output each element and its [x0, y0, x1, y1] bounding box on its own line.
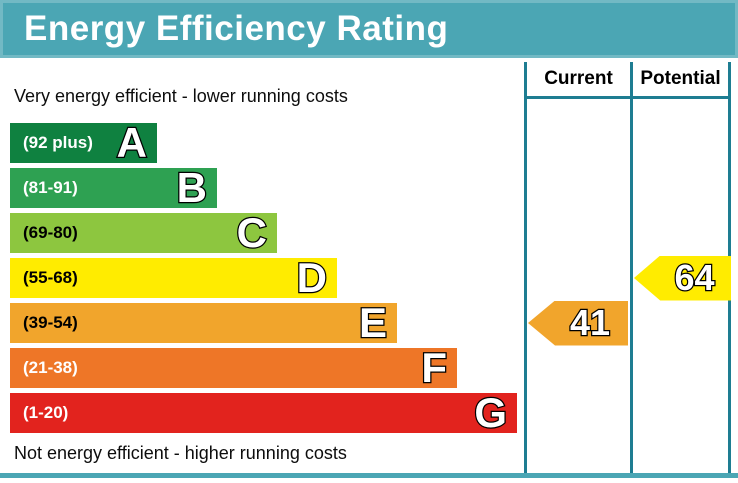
band-f: (21-38) F [10, 344, 457, 391]
current-rating-arrow: 41 [528, 300, 628, 346]
band-b-range: (81-91) [23, 178, 78, 197]
current-column-left-border [524, 62, 527, 478]
band-d-range: (55-68) [23, 268, 78, 287]
band-c: (69-80) C [10, 209, 277, 256]
rating-bands: (92 plus) A (81-91) B (69-80) C (55-68) … [10, 119, 517, 438]
header-underline [524, 96, 731, 99]
band-a-range: (92 plus) [23, 133, 93, 152]
bottom-note: Not energy efficient - higher running co… [14, 443, 347, 463]
potential-rating-arrow: 64 [634, 255, 731, 301]
potential-rating-value: 64 [673, 256, 716, 300]
band-e-range: (39-54) [23, 313, 78, 332]
potential-column-header: Potential [640, 68, 721, 89]
band-a-letter: A [115, 119, 148, 166]
chart-title: Energy Efficiency Rating [24, 9, 449, 48]
band-c-range: (69-80) [23, 223, 78, 242]
band-g-letter: G [473, 389, 508, 436]
chart-title-bar: Energy Efficiency Rating [0, 0, 738, 58]
band-g: (1-20) G [10, 389, 517, 436]
band-c-letter: C [235, 209, 268, 256]
column-divider [630, 62, 633, 478]
band-g-range: (1-20) [23, 403, 69, 422]
band-d-letter: D [295, 254, 328, 301]
band-b: (81-91) B [10, 164, 217, 211]
band-e: (39-54) E [10, 299, 397, 346]
current-column-header: Current [544, 68, 613, 89]
band-e-letter: E [358, 299, 389, 346]
current-rating-value: 41 [569, 301, 612, 345]
band-f-range: (21-38) [23, 358, 78, 377]
band-b-letter: B [175, 164, 208, 211]
band-a: (92 plus) A [10, 119, 157, 166]
top-note: Very energy efficient - lower running co… [14, 86, 348, 106]
band-d: (55-68) D [10, 254, 337, 301]
band-f-letter: F [420, 344, 448, 391]
table-bottom-border [0, 473, 738, 478]
